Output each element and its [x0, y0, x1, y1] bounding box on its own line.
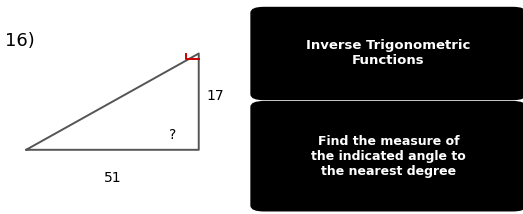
Text: Inverse Trigonometric
Functions: Inverse Trigonometric Functions: [306, 40, 471, 67]
Text: 16): 16): [5, 32, 35, 50]
Text: 51: 51: [104, 171, 121, 185]
Text: 17: 17: [207, 89, 224, 103]
Text: Find the measure of
the indicated angle to
the nearest degree: Find the measure of the indicated angle …: [311, 135, 465, 178]
FancyBboxPatch shape: [251, 102, 523, 211]
FancyBboxPatch shape: [251, 7, 523, 100]
Text: ?: ?: [169, 128, 176, 142]
